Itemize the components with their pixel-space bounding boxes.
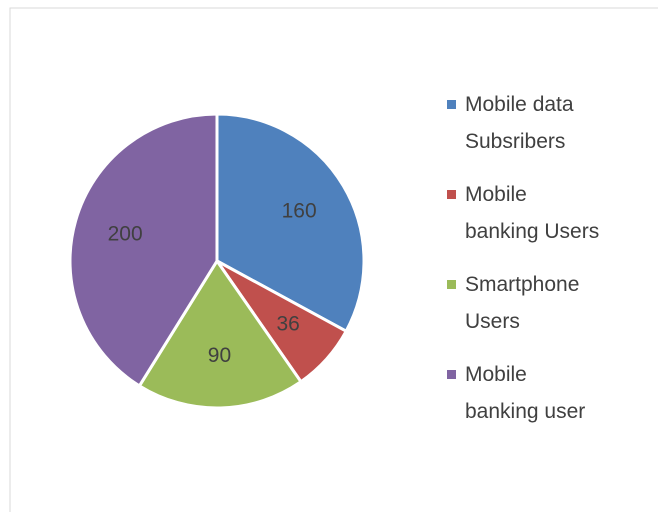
legend-label: Mobile data Subsribers [465, 93, 579, 153]
legend-line: Users [465, 310, 520, 333]
legend-line: Mobile [465, 183, 533, 206]
legend-label: Mobile banking user [465, 363, 585, 423]
legend-line: Subsribers [465, 130, 565, 153]
pie-slice [68, 112, 219, 388]
data-label: 90 [208, 344, 231, 367]
legend-line: Smartphone [465, 273, 585, 296]
pie-slice [137, 258, 304, 410]
legend-line: Mobile data [465, 93, 579, 116]
legend-line: Mobile [465, 363, 533, 386]
legend-label: Mobile banking Users [465, 183, 599, 243]
legend-swatch [447, 190, 456, 199]
data-label: 36 [276, 312, 299, 335]
data-label: 200 [108, 222, 143, 245]
legend-swatch [447, 100, 456, 109]
legend-label: Smartphone Users [465, 273, 585, 333]
pie-slice [215, 112, 366, 334]
data-label: 160 [282, 200, 317, 223]
legend-swatch [447, 280, 456, 289]
legend-line: banking Users [465, 220, 599, 243]
legend-line: banking user [465, 400, 585, 423]
legend-swatch [447, 370, 456, 379]
